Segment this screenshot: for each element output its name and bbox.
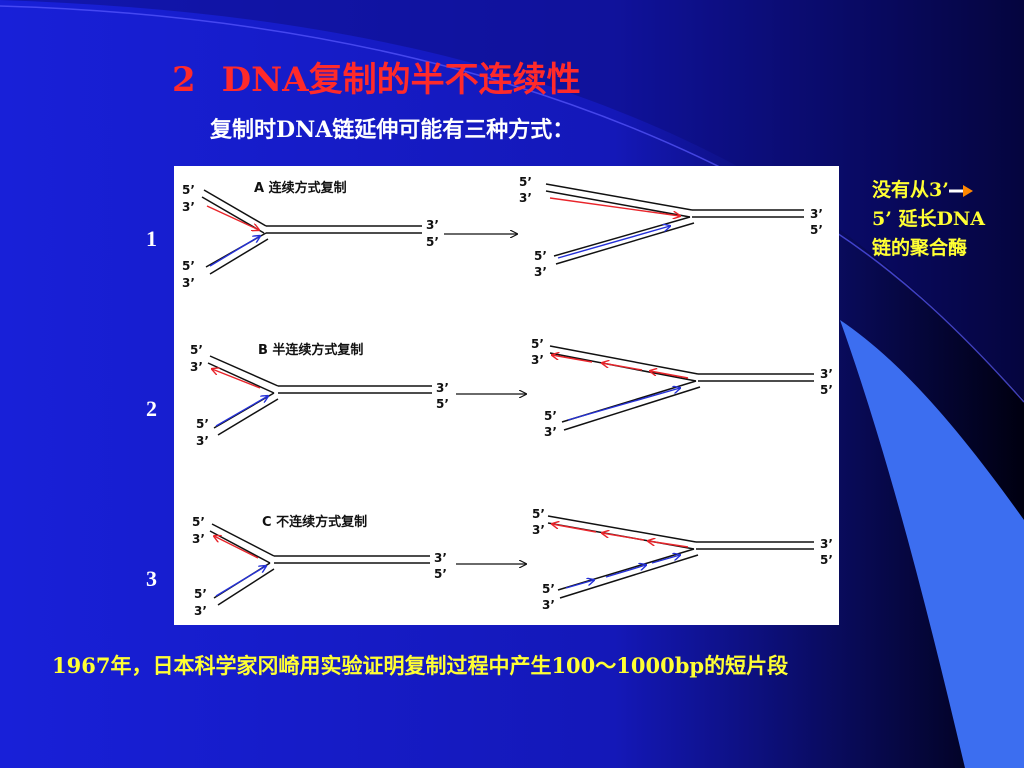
note-line-1: 没有从3’: [872, 179, 949, 201]
label-5prime: 5’: [544, 409, 557, 423]
label-5prime: 5’: [182, 259, 195, 273]
label-5prime: 5’: [534, 249, 547, 263]
row-b-semicontinuous: B 半连续方式复制 5’ 3’ 5’ 3’ 3’ 5’: [190, 337, 833, 448]
label-3prime: 3’: [542, 598, 555, 612]
label-3prime: 3’: [182, 276, 195, 290]
fork-a-left: [201, 189, 422, 275]
label-5prime: 5’: [436, 397, 449, 411]
label-3prime: 3’: [820, 537, 833, 551]
label-5prime: 5’: [542, 582, 555, 596]
title-text: DNA复制的半不连续性: [221, 60, 581, 100]
fork-b-left: [207, 355, 432, 436]
label-3prime: 3’: [194, 604, 207, 618]
label-3prime: 3’: [810, 207, 823, 221]
label-5prime: 5’: [532, 507, 545, 521]
label-5prime: 5’: [519, 175, 532, 189]
row-number-2: 2: [146, 396, 157, 421]
label-3prime: 3’: [182, 200, 195, 214]
slide-title: 2 DNA复制的半不连续性: [172, 52, 581, 101]
row-a-continuous: A 连续方式复制 5’ 3’ 5’ 3’ 3’ 5’: [182, 175, 823, 290]
label-3prime: 3’: [196, 434, 209, 448]
fork-c-left: [209, 523, 430, 606]
note-line-3: 链的聚合酶: [872, 237, 968, 259]
right-arrow-icon: [948, 185, 973, 197]
label-3prime: 3’: [426, 218, 439, 232]
label-3prime: 3’: [434, 551, 447, 565]
label-5prime: 5’: [434, 567, 447, 581]
label-3prime: 3’: [544, 425, 557, 439]
okazaki-fact: 1967年，日本科学家冈崎用实验证明复制过程中产生100～1000bp的短片段: [52, 653, 789, 678]
label-3prime: 3’: [532, 523, 545, 537]
replication-diagram: A 连续方式复制 5’ 3’ 5’ 3’ 3’ 5’: [174, 166, 839, 625]
label-5prime: 5’: [531, 337, 544, 351]
slide-subtitle: 复制时DNA链延伸可能有三种方式：: [210, 117, 575, 143]
header-a: A 连续方式复制: [254, 180, 347, 196]
note-line-2: 5’ 延长DNA: [872, 208, 986, 230]
label-5prime: 5’: [190, 343, 203, 357]
label-5prime: 5’: [192, 515, 205, 529]
label-3prime: 3’: [436, 381, 449, 395]
polymerase-note: 没有从3’ 5’ 延长DNA 链的聚合酶: [872, 176, 1022, 263]
label-5prime: 5’: [196, 417, 209, 431]
label-3prime: 3’: [820, 367, 833, 381]
header-c: C 不连续方式复制: [262, 514, 367, 530]
label-3prime: 3’: [534, 265, 547, 279]
fork-b-right: [549, 345, 814, 431]
title-number: 2: [172, 60, 196, 100]
header-b: B 半连续方式复制: [258, 342, 363, 358]
label-5prime: 5’: [810, 223, 823, 237]
label-3prime: 3’: [531, 353, 544, 367]
row-c-discontinuous: C 不连续方式复制 5’ 3’ 5’ 3’ 3’ 5’: [192, 507, 833, 618]
label-5prime: 5’: [194, 587, 207, 601]
label-5prime: 5’: [820, 553, 833, 567]
label-5prime: 5’: [820, 383, 833, 397]
label-3prime: 3’: [192, 532, 205, 546]
fork-c-right: [547, 515, 814, 599]
row-number-3: 3: [146, 566, 157, 591]
fork-a-right: [545, 183, 804, 265]
label-5prime: 5’: [182, 183, 195, 197]
row-number-1: 1: [146, 226, 157, 251]
label-3prime: 3’: [190, 360, 203, 374]
label-5prime: 5’: [426, 235, 439, 249]
label-3prime: 3’: [519, 191, 532, 205]
